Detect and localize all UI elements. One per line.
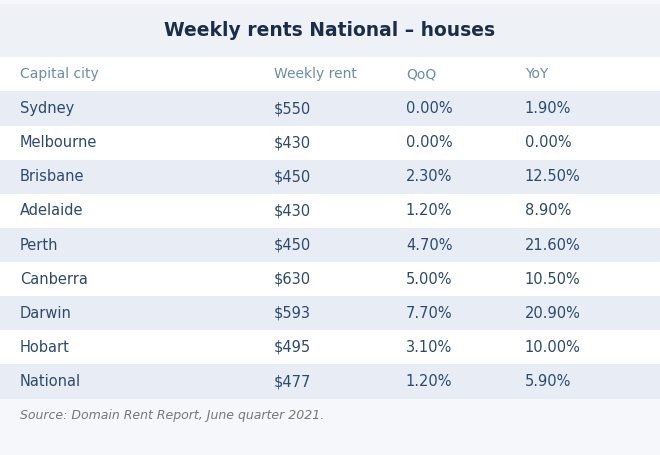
Text: 0.00%: 0.00%: [406, 101, 453, 116]
Text: 4.70%: 4.70%: [406, 238, 452, 253]
Text: 1.90%: 1.90%: [525, 101, 571, 116]
Text: 12.50%: 12.50%: [525, 169, 580, 184]
Text: Darwin: Darwin: [20, 306, 72, 321]
FancyBboxPatch shape: [0, 4, 660, 57]
Text: Weekly rents National – houses: Weekly rents National – houses: [164, 21, 496, 40]
FancyBboxPatch shape: [0, 91, 660, 126]
Text: 0.00%: 0.00%: [406, 135, 453, 150]
Text: 2.30%: 2.30%: [406, 169, 452, 184]
Text: Capital city: Capital city: [20, 67, 98, 81]
FancyBboxPatch shape: [0, 262, 660, 296]
FancyBboxPatch shape: [0, 194, 660, 228]
Text: QoQ: QoQ: [406, 67, 436, 81]
FancyBboxPatch shape: [0, 57, 660, 91]
FancyBboxPatch shape: [0, 228, 660, 262]
Text: Weekly rent: Weekly rent: [274, 67, 357, 81]
Text: 5.90%: 5.90%: [525, 374, 571, 389]
FancyBboxPatch shape: [0, 364, 660, 399]
Text: Canberra: Canberra: [20, 272, 88, 287]
Text: $495: $495: [274, 340, 311, 355]
Text: 0.00%: 0.00%: [525, 135, 572, 150]
Text: 1.20%: 1.20%: [406, 374, 452, 389]
FancyBboxPatch shape: [0, 330, 660, 364]
Text: $450: $450: [274, 238, 311, 253]
Text: $630: $630: [274, 272, 311, 287]
Text: $593: $593: [274, 306, 311, 321]
Text: $550: $550: [274, 101, 311, 116]
FancyBboxPatch shape: [0, 126, 660, 160]
Text: National: National: [20, 374, 81, 389]
Text: $450: $450: [274, 169, 311, 184]
Text: $430: $430: [274, 203, 311, 218]
Text: $430: $430: [274, 135, 311, 150]
Text: Hobart: Hobart: [20, 340, 70, 355]
Text: 3.10%: 3.10%: [406, 340, 452, 355]
Text: 10.00%: 10.00%: [525, 340, 581, 355]
Text: 20.90%: 20.90%: [525, 306, 581, 321]
Text: 7.70%: 7.70%: [406, 306, 453, 321]
Text: 5.00%: 5.00%: [406, 272, 452, 287]
Text: 10.50%: 10.50%: [525, 272, 580, 287]
Text: Sydney: Sydney: [20, 101, 74, 116]
FancyBboxPatch shape: [0, 160, 660, 194]
Text: Source: Domain Rent Report, June quarter 2021.: Source: Domain Rent Report, June quarter…: [20, 409, 324, 422]
Text: Perth: Perth: [20, 238, 58, 253]
Text: 8.90%: 8.90%: [525, 203, 571, 218]
Text: YoY: YoY: [525, 67, 548, 81]
Text: Melbourne: Melbourne: [20, 135, 97, 150]
Text: Adelaide: Adelaide: [20, 203, 83, 218]
Text: Brisbane: Brisbane: [20, 169, 84, 184]
Text: $477: $477: [274, 374, 312, 389]
Text: 1.20%: 1.20%: [406, 203, 452, 218]
FancyBboxPatch shape: [0, 296, 660, 330]
Text: 21.60%: 21.60%: [525, 238, 580, 253]
